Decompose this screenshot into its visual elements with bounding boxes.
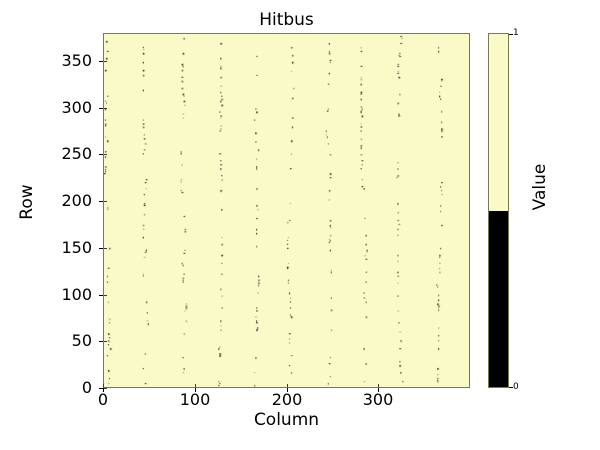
y-tick-mark-inner [104,341,107,342]
y-tick-mark [99,108,103,109]
y-tick-mark-inner [104,201,107,202]
y-tick-label: 300 [61,98,92,117]
y-tick-mark-inner [104,61,107,62]
y-tick-mark [99,154,103,155]
y-tick-label: 200 [61,191,92,210]
y-tick-mark-inner [104,388,107,389]
y-tick-mark [99,341,103,342]
colorbar-low-band [489,210,508,387]
y-tick-mark-inner [104,154,107,155]
colorbar[interactable] [488,33,509,388]
colorbar-tick-label-max: 1 [513,28,519,38]
y-tick-label: 150 [61,238,92,257]
x-tick-mark-inner [195,384,196,387]
x-tick-label: 200 [271,390,303,409]
x-tick-mark-inner [287,384,288,387]
y-tick-mark [99,201,103,202]
heatmap-image [104,34,469,387]
page-title: Hitbus [259,10,314,30]
x-tick-mark [103,388,104,392]
y-tick-mark-inner [104,248,107,249]
y-tick-mark-inner [104,295,107,296]
y-tick-label: 0 [81,378,92,397]
y-tick-mark [99,295,103,296]
x-tick-mark [195,388,196,392]
x-tick-mark [378,388,379,392]
colorbar-label: Value [530,163,550,211]
y-tick-label: 350 [61,51,92,70]
y-tick-label: 100 [61,285,92,304]
y-tick-mark-inner [104,108,107,109]
x-tick-label: 100 [179,390,211,409]
colorbar-tick-top [509,34,513,35]
x-axis-label: Column [253,410,320,430]
x-tick-label: 0 [97,390,109,409]
y-tick-mark [99,248,103,249]
x-tick-mark-inner [378,384,379,387]
y-tick-mark [99,61,103,62]
x-tick-mark-inner [103,384,104,387]
y-axis-label: Row [17,184,37,220]
x-tick-mark [287,388,288,392]
colorbar-tick-label-min: 0 [513,382,519,392]
y-tick-label: 250 [61,144,92,163]
y-tick-label: 50 [71,331,92,350]
colorbar-high-band [489,34,508,211]
heatmap-plot-area[interactable] [103,33,470,388]
y-tick-mark [99,388,103,389]
x-tick-label: 300 [362,390,394,409]
colorbar-tick-bottom [509,387,513,388]
